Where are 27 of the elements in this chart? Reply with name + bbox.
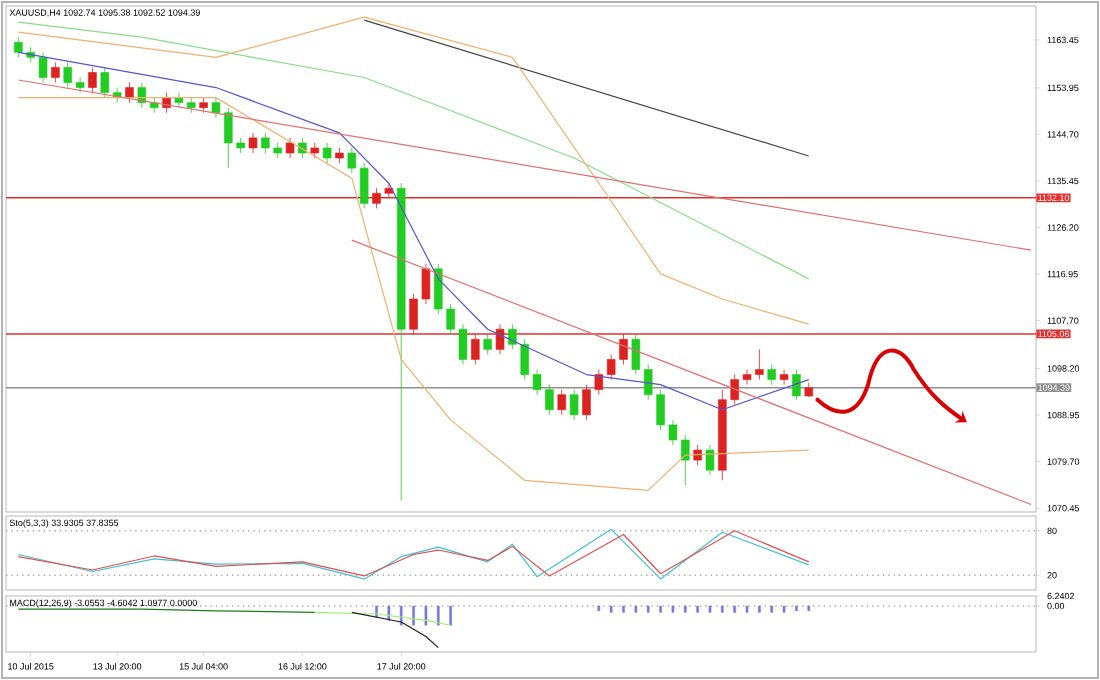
candlestick [347, 147, 357, 174]
line-series [17, 16, 810, 325]
candlestick [779, 369, 789, 386]
candlestick [569, 389, 579, 421]
line-series [351, 611, 439, 649]
candlestick [705, 444, 715, 476]
candlestick [125, 82, 134, 104]
line-series [17, 97, 810, 491]
candlestick [285, 137, 295, 159]
candlestick [322, 142, 332, 164]
line-series [17, 21, 810, 280]
line-series [314, 611, 452, 626]
candlestick [100, 67, 110, 99]
candlestick [14, 36, 23, 58]
candlestick [557, 389, 567, 416]
candlestick [508, 323, 517, 350]
candlestick [767, 364, 776, 386]
candlestick [359, 162, 369, 209]
candlestick [483, 333, 492, 355]
candlestick [495, 323, 505, 355]
candlestick [471, 333, 480, 365]
candlestick [88, 67, 97, 93]
candlestick [248, 132, 258, 154]
candlestick [693, 444, 702, 466]
candlestick [792, 369, 801, 401]
candlestick [631, 333, 641, 375]
candlestick [51, 61, 60, 83]
